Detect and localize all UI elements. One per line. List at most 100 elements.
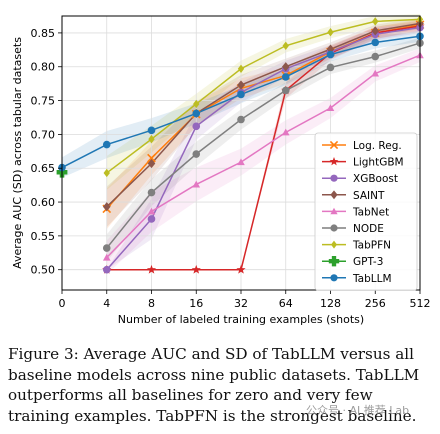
legend-item: XGBoost	[322, 173, 398, 185]
legend-item: TabNet	[322, 206, 389, 218]
data-point	[330, 174, 338, 182]
x-tick-label: 512	[410, 297, 431, 310]
data-point	[102, 265, 111, 274]
data-point	[102, 244, 111, 252]
series-lines	[61, 18, 421, 271]
x-tick-label: 64	[279, 297, 293, 310]
data-point	[148, 134, 155, 144]
data-point	[147, 158, 156, 169]
legend-item: SAINT	[322, 190, 385, 202]
data-point	[327, 28, 334, 37]
sd-band	[106, 48, 420, 275]
data-point	[281, 62, 290, 72]
y-axis-label: Average AUC (SD) across tabular datasets	[11, 37, 24, 269]
x-tick-label: 8	[148, 297, 155, 310]
legend-label: TabPFN	[352, 240, 391, 252]
data-point	[102, 202, 111, 212]
data-point	[330, 190, 338, 200]
y-tick-label: 0.85	[31, 27, 56, 40]
data-point	[237, 80, 245, 90]
y-tick-label: 0.55	[31, 230, 56, 243]
legend-item: NODE	[322, 223, 384, 235]
series-line	[106, 18, 421, 174]
legend-label: GPT-3	[353, 256, 383, 268]
data-point	[237, 115, 245, 124]
x-tick-label: 0	[59, 297, 66, 310]
series-line	[106, 25, 421, 271]
data-point	[372, 17, 379, 26]
data-point	[192, 180, 201, 188]
x-tick-label: 256	[365, 297, 386, 310]
data-point	[147, 215, 156, 223]
data-point	[103, 168, 110, 178]
data-point	[329, 140, 339, 150]
legend-frame	[314, 132, 418, 291]
data-point	[192, 109, 201, 118]
series-line	[106, 22, 421, 208]
y-axis-ticks: 0.50 0.55 0.60 0.65 0.70 0.75 0.80 0.85	[31, 27, 62, 277]
data-point	[371, 38, 380, 47]
legend-item: LightGBM	[322, 157, 404, 169]
x-tick-label: 4	[103, 297, 110, 310]
data-point	[191, 264, 201, 274]
data-point	[192, 150, 201, 158]
data-point	[326, 104, 335, 112]
y-tick-label: 0.65	[31, 162, 56, 175]
data-point	[329, 157, 339, 166]
data-point	[330, 207, 338, 215]
data-point	[281, 73, 290, 81]
legend-item: TabPFN	[322, 240, 391, 252]
data-point	[102, 253, 111, 261]
legend-item: TabLLM	[322, 273, 392, 285]
legend-label: SAINT	[353, 190, 385, 202]
watermark: 公众号 · AI 推荐 Lab	[306, 404, 410, 417]
data-point	[236, 264, 246, 274]
data-point	[237, 90, 245, 99]
series-line	[106, 42, 421, 249]
y-tick-label: 0.50	[31, 264, 56, 277]
y-tick-label: 0.75	[31, 95, 56, 108]
series-line	[106, 26, 421, 271]
y-tick-label: 0.80	[31, 61, 56, 74]
auc-line-chart: 0 4 8 16 32 64 128 256 512 0.500.550.600.650.700…	[11, 13, 431, 326]
data-point	[371, 52, 380, 61]
data-point	[147, 207, 156, 215]
data-point	[147, 188, 156, 197]
x-axis-label: Number of labeled training examples (sho…	[118, 313, 364, 326]
data-point	[237, 64, 245, 73]
data-point	[371, 26, 380, 36]
legend: Log. Reg. LightGBM XGBoost SAINT TabNet NODE T…	[314, 132, 418, 291]
legend-label: XGBoost	[353, 173, 398, 185]
legend-label: Log. Reg.	[353, 140, 402, 152]
legend-label: TabNet	[352, 206, 389, 218]
data-point	[193, 99, 200, 109]
data-point	[281, 86, 290, 95]
data-point	[330, 274, 338, 282]
y-tick-label: 0.70	[31, 128, 56, 141]
data-point	[102, 140, 111, 149]
data-point	[371, 69, 380, 77]
y-tick-label: 0.60	[31, 196, 56, 209]
data-point	[147, 153, 156, 163]
data-point	[330, 224, 338, 232]
data-point	[326, 44, 335, 54]
data-point	[147, 126, 156, 135]
legend-item: GPT-3	[322, 256, 383, 268]
x-tick-label: 16	[189, 297, 203, 310]
figure-caption: Figure 3: Average AUC and SD of TabLLM v…	[8, 345, 420, 425]
sd-band	[106, 22, 420, 270]
series-line	[106, 54, 421, 259]
data-point	[326, 63, 335, 72]
data-point	[326, 50, 335, 59]
x-axis-ticks: 0 4 8 16 32 64 128 256 512	[59, 290, 431, 310]
data-point	[237, 158, 245, 166]
data-point	[192, 122, 201, 131]
data-point	[146, 264, 157, 274]
data-point	[282, 41, 289, 50]
x-tick-label: 32	[234, 297, 248, 310]
legend-label: TabLLM	[352, 273, 392, 285]
data-point	[331, 240, 337, 249]
data-point	[328, 256, 340, 267]
x-tick-label: 128	[320, 297, 341, 310]
legend-label: LightGBM	[353, 157, 404, 169]
